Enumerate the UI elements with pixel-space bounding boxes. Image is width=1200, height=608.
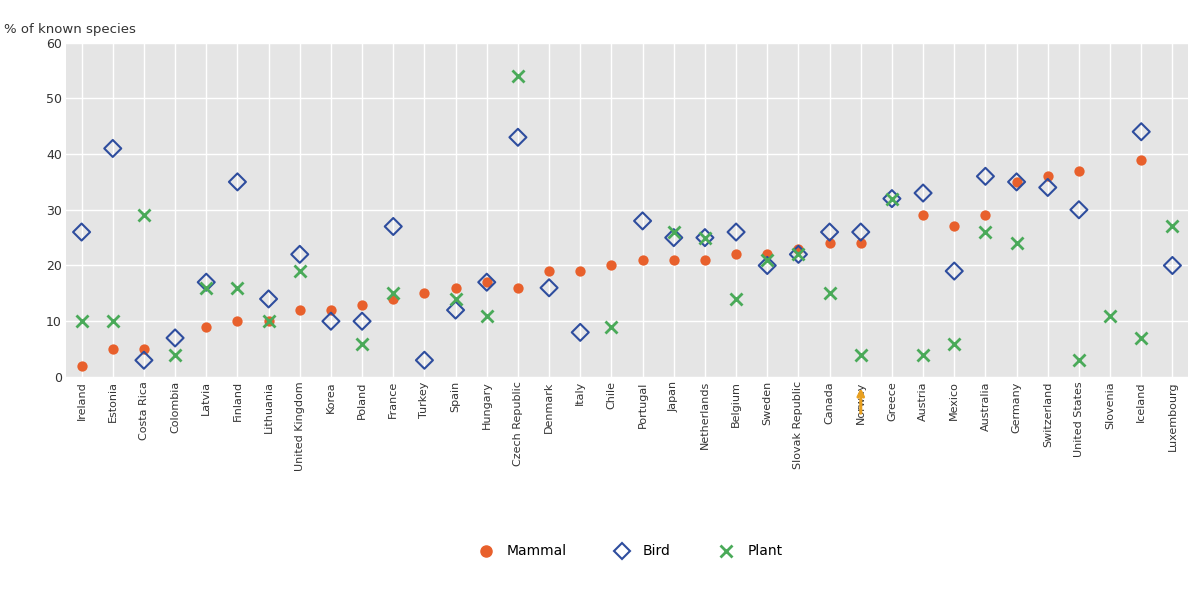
Point — [166, 333, 185, 343]
Point — [259, 316, 278, 326]
Point — [788, 249, 808, 259]
Point — [820, 227, 839, 237]
Point — [384, 289, 403, 299]
Point — [197, 277, 216, 287]
Point — [103, 316, 122, 326]
Point — [695, 233, 714, 243]
Point — [134, 344, 154, 354]
Point — [509, 283, 528, 292]
Point — [1069, 166, 1088, 176]
Point — [228, 177, 247, 187]
Point — [1007, 177, 1026, 187]
Point — [976, 210, 995, 220]
Point — [1132, 154, 1151, 164]
Point — [976, 171, 995, 181]
Point — [726, 227, 745, 237]
Point — [259, 316, 278, 326]
Point — [788, 249, 808, 259]
Point — [197, 322, 216, 332]
Point — [726, 294, 745, 304]
Point — [446, 305, 466, 315]
Point — [695, 233, 714, 243]
Point — [571, 266, 590, 276]
Point — [944, 266, 964, 276]
Point — [415, 355, 434, 365]
Point — [632, 255, 652, 265]
Point — [166, 350, 185, 359]
Point — [446, 283, 466, 292]
Point — [851, 350, 870, 359]
Point — [1038, 182, 1057, 192]
Point — [976, 227, 995, 237]
Point — [197, 283, 216, 292]
Point — [913, 210, 932, 220]
Point — [757, 261, 776, 271]
Point — [882, 194, 901, 204]
Point — [695, 255, 714, 265]
Point — [571, 328, 590, 337]
Point — [1069, 205, 1088, 215]
Point — [757, 249, 776, 259]
Point — [103, 344, 122, 354]
Point — [509, 133, 528, 142]
Point — [602, 322, 622, 332]
Point — [478, 277, 497, 287]
Point — [664, 233, 683, 243]
Point — [851, 238, 870, 248]
Point — [259, 294, 278, 304]
Point — [1163, 261, 1182, 271]
Point — [632, 216, 652, 226]
Point — [322, 305, 341, 315]
Point — [602, 261, 622, 271]
Point — [944, 339, 964, 348]
Point — [103, 143, 122, 153]
Point — [820, 238, 839, 248]
Point — [228, 316, 247, 326]
Point — [478, 277, 497, 287]
Point — [446, 294, 466, 304]
Point — [1163, 221, 1182, 231]
Point — [72, 227, 91, 237]
Point — [1132, 333, 1151, 343]
Point — [384, 294, 403, 304]
Point — [1007, 238, 1026, 248]
Point — [353, 300, 372, 309]
Point — [478, 311, 497, 320]
Point — [353, 316, 372, 326]
Point — [228, 283, 247, 292]
Point — [882, 194, 901, 204]
Text: % of known species: % of known species — [5, 23, 136, 36]
Point — [944, 221, 964, 231]
Point — [134, 355, 154, 365]
Point — [664, 255, 683, 265]
Point — [1038, 171, 1057, 181]
Point — [290, 305, 310, 315]
Point — [1132, 127, 1151, 137]
Point — [913, 188, 932, 198]
Point — [134, 210, 154, 220]
Point — [664, 227, 683, 237]
Point — [851, 227, 870, 237]
Point — [820, 289, 839, 299]
Point — [726, 249, 745, 259]
Point — [290, 266, 310, 276]
Point — [788, 244, 808, 254]
Point — [72, 361, 91, 371]
Point — [290, 249, 310, 259]
Point — [913, 350, 932, 359]
Legend: Mammal, Bird, Plant: Mammal, Bird, Plant — [466, 539, 788, 564]
Point — [353, 339, 372, 348]
Point — [1069, 355, 1088, 365]
Point — [322, 316, 341, 326]
Point — [757, 255, 776, 265]
Point — [72, 316, 91, 326]
Point — [384, 221, 403, 231]
Point — [540, 266, 559, 276]
Point — [1100, 311, 1120, 320]
Point — [415, 289, 434, 299]
Point — [1007, 177, 1026, 187]
Point — [540, 283, 559, 292]
Point — [509, 71, 528, 81]
